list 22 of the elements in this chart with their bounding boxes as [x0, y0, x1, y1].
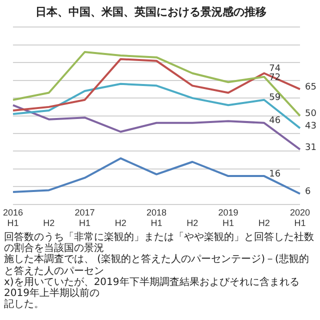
data-label: 46	[269, 116, 281, 126]
x-tick-label: 2019 H1	[218, 207, 238, 228]
x-tick-label: 2016 H1	[2, 207, 24, 228]
data-label: 6	[305, 187, 311, 198]
x-tick-label: H2	[114, 218, 126, 228]
x-tick-label: 2018 H1	[146, 207, 167, 228]
x-tick-label: 2020 H1	[290, 207, 310, 228]
data-label: 74	[269, 64, 281, 74]
text: x)を用いていたが、2019年下半期調査結果およびそれに含まれる2019年上半期以前の	[4, 276, 300, 299]
x-tick-label: H2	[186, 218, 198, 228]
x-tick-label: H2	[43, 218, 55, 228]
x-tick-label: H2	[258, 218, 270, 228]
data-label: 65	[305, 82, 316, 93]
text: 回答数のうち「非常に楽観的」または「やや楽観的」と回答した社数の割合を当該国の景況	[4, 232, 315, 254]
data-label: 59	[269, 93, 281, 104]
data-label: 31	[305, 142, 316, 153]
text: 記した。	[4, 299, 45, 310]
data-label: 50	[305, 109, 317, 120]
chart-title: 日本、中国、米国、英国における景況感の推移	[36, 5, 266, 18]
data-label: 16	[269, 169, 281, 180]
data-label: 43	[305, 122, 316, 132]
x-tick-label: 2017 H1	[74, 207, 95, 228]
